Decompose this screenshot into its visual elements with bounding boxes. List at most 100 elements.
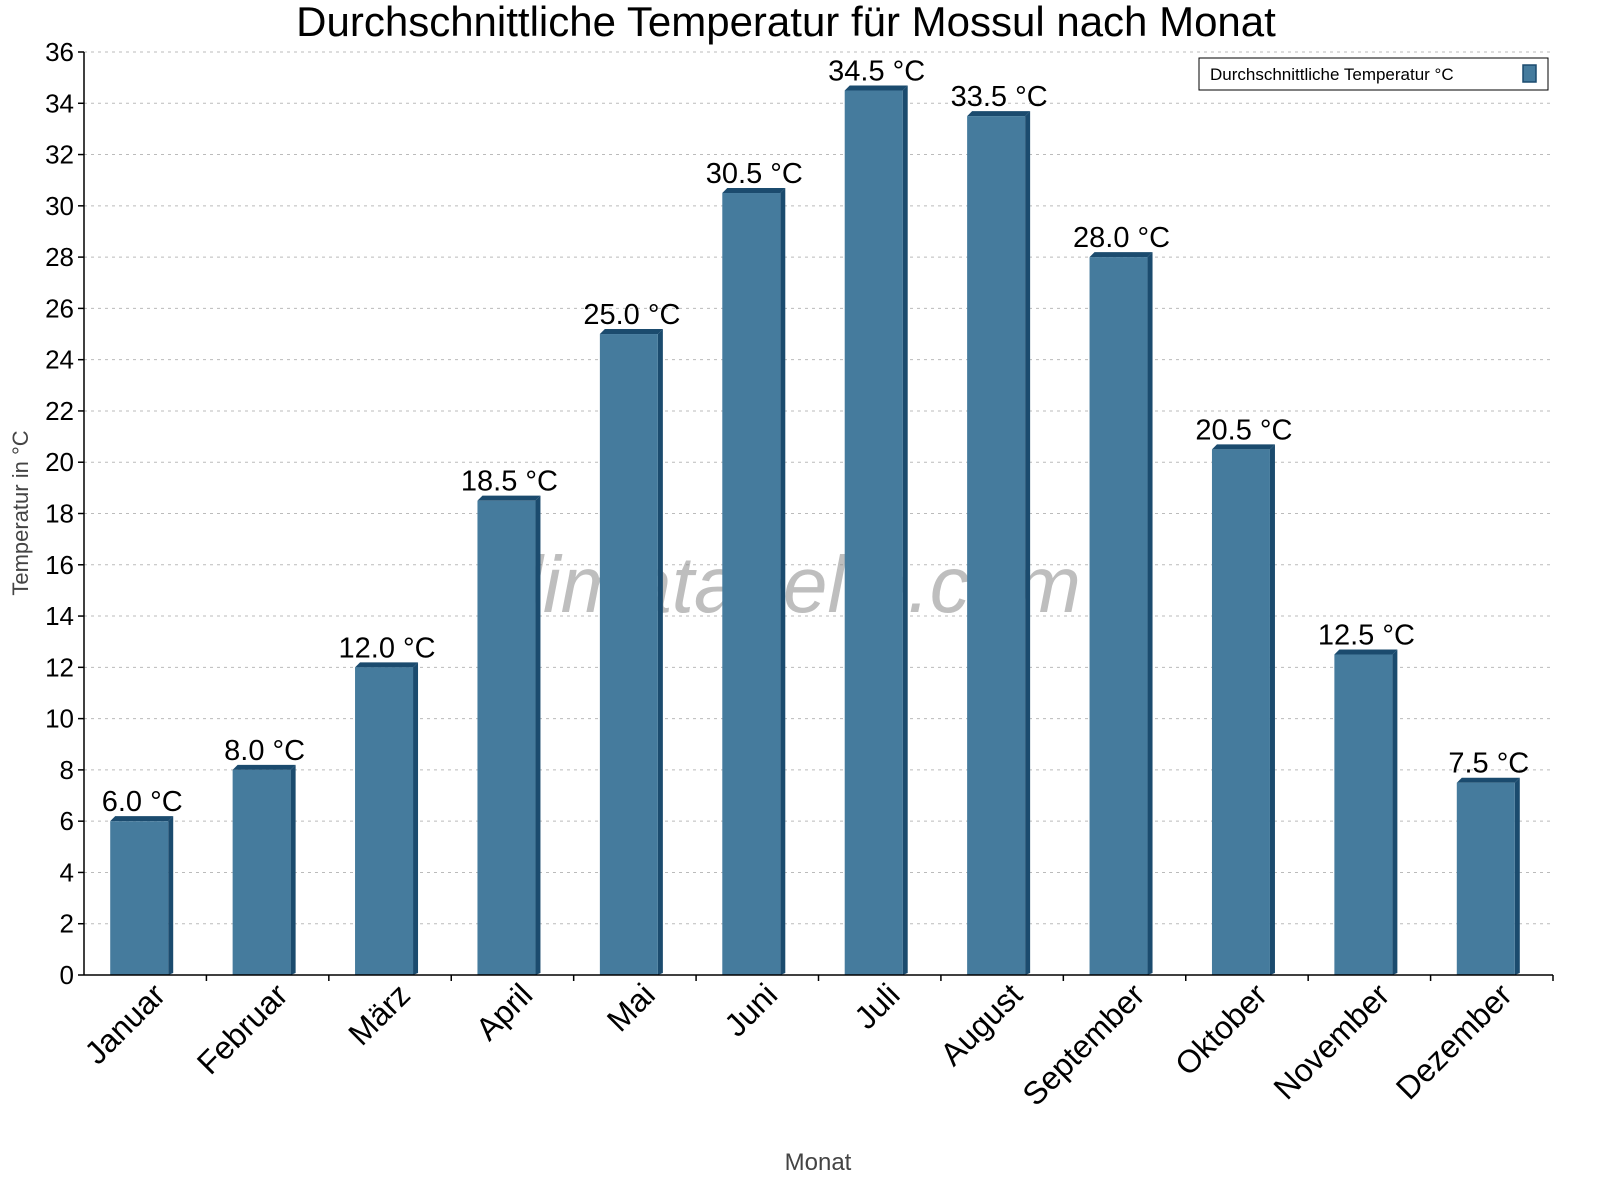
bar-group: 18.5 °C <box>461 466 558 975</box>
data-label: 28.0 °C <box>1073 222 1170 254</box>
chart-title: Durchschnittliche Temperatur für Mossul … <box>296 0 1276 45</box>
y-tick-label: 2 <box>60 909 74 939</box>
bar <box>1211 449 1270 975</box>
data-label: 20.5 °C <box>1195 414 1292 446</box>
y-tick-label: 8 <box>60 755 74 785</box>
bar-side <box>168 816 174 975</box>
bar-top <box>967 111 1031 117</box>
data-label: 25.0 °C <box>583 299 680 331</box>
y-tick-label: 12 <box>45 652 74 682</box>
bar <box>110 821 169 975</box>
bar-group: 8.0 °C <box>224 735 305 975</box>
bar-side <box>657 329 663 975</box>
bar-top <box>355 662 419 668</box>
bar <box>1334 654 1393 975</box>
x-tick-label: April <box>469 976 540 1047</box>
x-tick-label: Januar <box>78 976 173 1071</box>
y-tick-label: 36 <box>45 37 74 67</box>
x-tick-label: August <box>933 976 1029 1072</box>
y-tick-label: 28 <box>45 242 74 272</box>
y-tick-label: 22 <box>45 396 74 426</box>
data-label: 12.5 °C <box>1318 620 1415 652</box>
legend-swatch <box>1522 64 1537 83</box>
y-tick-label: 30 <box>45 191 74 221</box>
bar-group: 20.5 °C <box>1195 414 1292 975</box>
bar-group: 7.5 °C <box>1448 748 1529 975</box>
grid-lines <box>84 51 1553 925</box>
bar-side <box>413 662 419 975</box>
x-tick-label: September <box>1015 976 1151 1112</box>
y-tick-label: 24 <box>45 345 74 375</box>
bar-top <box>722 188 786 194</box>
data-label: 18.5 °C <box>461 466 558 498</box>
bar <box>844 90 903 976</box>
bar-group: 34.5 °C <box>828 55 925 976</box>
x-tick-label: Mai <box>600 976 662 1038</box>
y-tick-label: 34 <box>45 88 74 118</box>
x-tick-label: Februar <box>190 976 295 1081</box>
data-label: 8.0 °C <box>224 735 305 767</box>
bar <box>355 667 414 975</box>
bar <box>232 769 291 975</box>
bar-side <box>1514 777 1520 975</box>
bar-side <box>1269 444 1275 975</box>
bar-group: 6.0 °C <box>102 786 183 975</box>
bar-top <box>1089 252 1153 258</box>
bar-side <box>535 495 541 975</box>
y-tick-label: 0 <box>60 960 74 990</box>
bar-top <box>232 764 296 770</box>
legend-box <box>1198 57 1549 91</box>
bar <box>599 334 658 975</box>
y-tick-label: 6 <box>60 806 74 836</box>
bar-side <box>1147 252 1153 976</box>
bar-side <box>290 764 296 975</box>
bar-group: 28.0 °C <box>1073 222 1170 976</box>
bar-group: 33.5 °C <box>951 81 1048 975</box>
bar <box>1456 782 1515 975</box>
y-tick-label: 26 <box>45 293 74 323</box>
y-axis-label: Temperatur in °C <box>8 430 33 595</box>
x-tick-label: Oktober <box>1168 976 1274 1082</box>
bar <box>1089 257 1148 976</box>
bar-top <box>477 495 541 501</box>
data-label: 34.5 °C <box>828 55 925 87</box>
data-label: 12.0 °C <box>339 632 436 664</box>
bar-top <box>1211 444 1275 450</box>
data-label: 30.5 °C <box>706 158 803 190</box>
y-tick-label: 10 <box>45 704 74 734</box>
data-label: 7.5 °C <box>1448 748 1529 780</box>
x-axis-label: Monat <box>785 1149 852 1176</box>
legend-label: Durchschnittliche Temperatur °C <box>1210 65 1454 84</box>
bar <box>477 500 536 975</box>
y-tick-label: 14 <box>45 601 74 631</box>
bar-side <box>902 85 908 976</box>
legend: Durchschnittliche Temperatur °C <box>1198 57 1549 91</box>
bar-side <box>1392 649 1398 975</box>
bar-group: 25.0 °C <box>583 299 680 975</box>
bar <box>967 116 1026 975</box>
data-label: 33.5 °C <box>951 81 1048 113</box>
y-tick-label: 4 <box>60 857 74 887</box>
y-tick-label: 32 <box>45 140 74 170</box>
bar-group: 30.5 °C <box>706 158 803 975</box>
x-tick-label: Juni <box>717 976 784 1043</box>
bar-group: 12.5 °C <box>1318 620 1415 975</box>
bar-top <box>1456 777 1520 783</box>
x-tick-label: März <box>341 976 417 1052</box>
bar-side <box>1025 111 1031 975</box>
data-label: 6.0 °C <box>102 786 183 818</box>
bar-top <box>110 816 174 822</box>
bar <box>722 193 781 975</box>
y-tick-label: 20 <box>45 447 74 477</box>
bars: 6.0 °C 8.0 °C 12.0 °C 18.5 °C 25.0 °C 30.5 °C… <box>102 55 1529 976</box>
bar-group: 12.0 °C <box>339 632 436 975</box>
bar-top <box>599 329 663 335</box>
bar-side <box>780 188 786 975</box>
x-tick-label: Dezember <box>1389 976 1519 1106</box>
y-tick-label: 16 <box>45 550 74 580</box>
x-tick-label: Juli <box>847 976 906 1035</box>
bar-top <box>844 85 908 91</box>
x-tick-label: November <box>1266 976 1396 1106</box>
bar-top <box>1334 649 1398 655</box>
